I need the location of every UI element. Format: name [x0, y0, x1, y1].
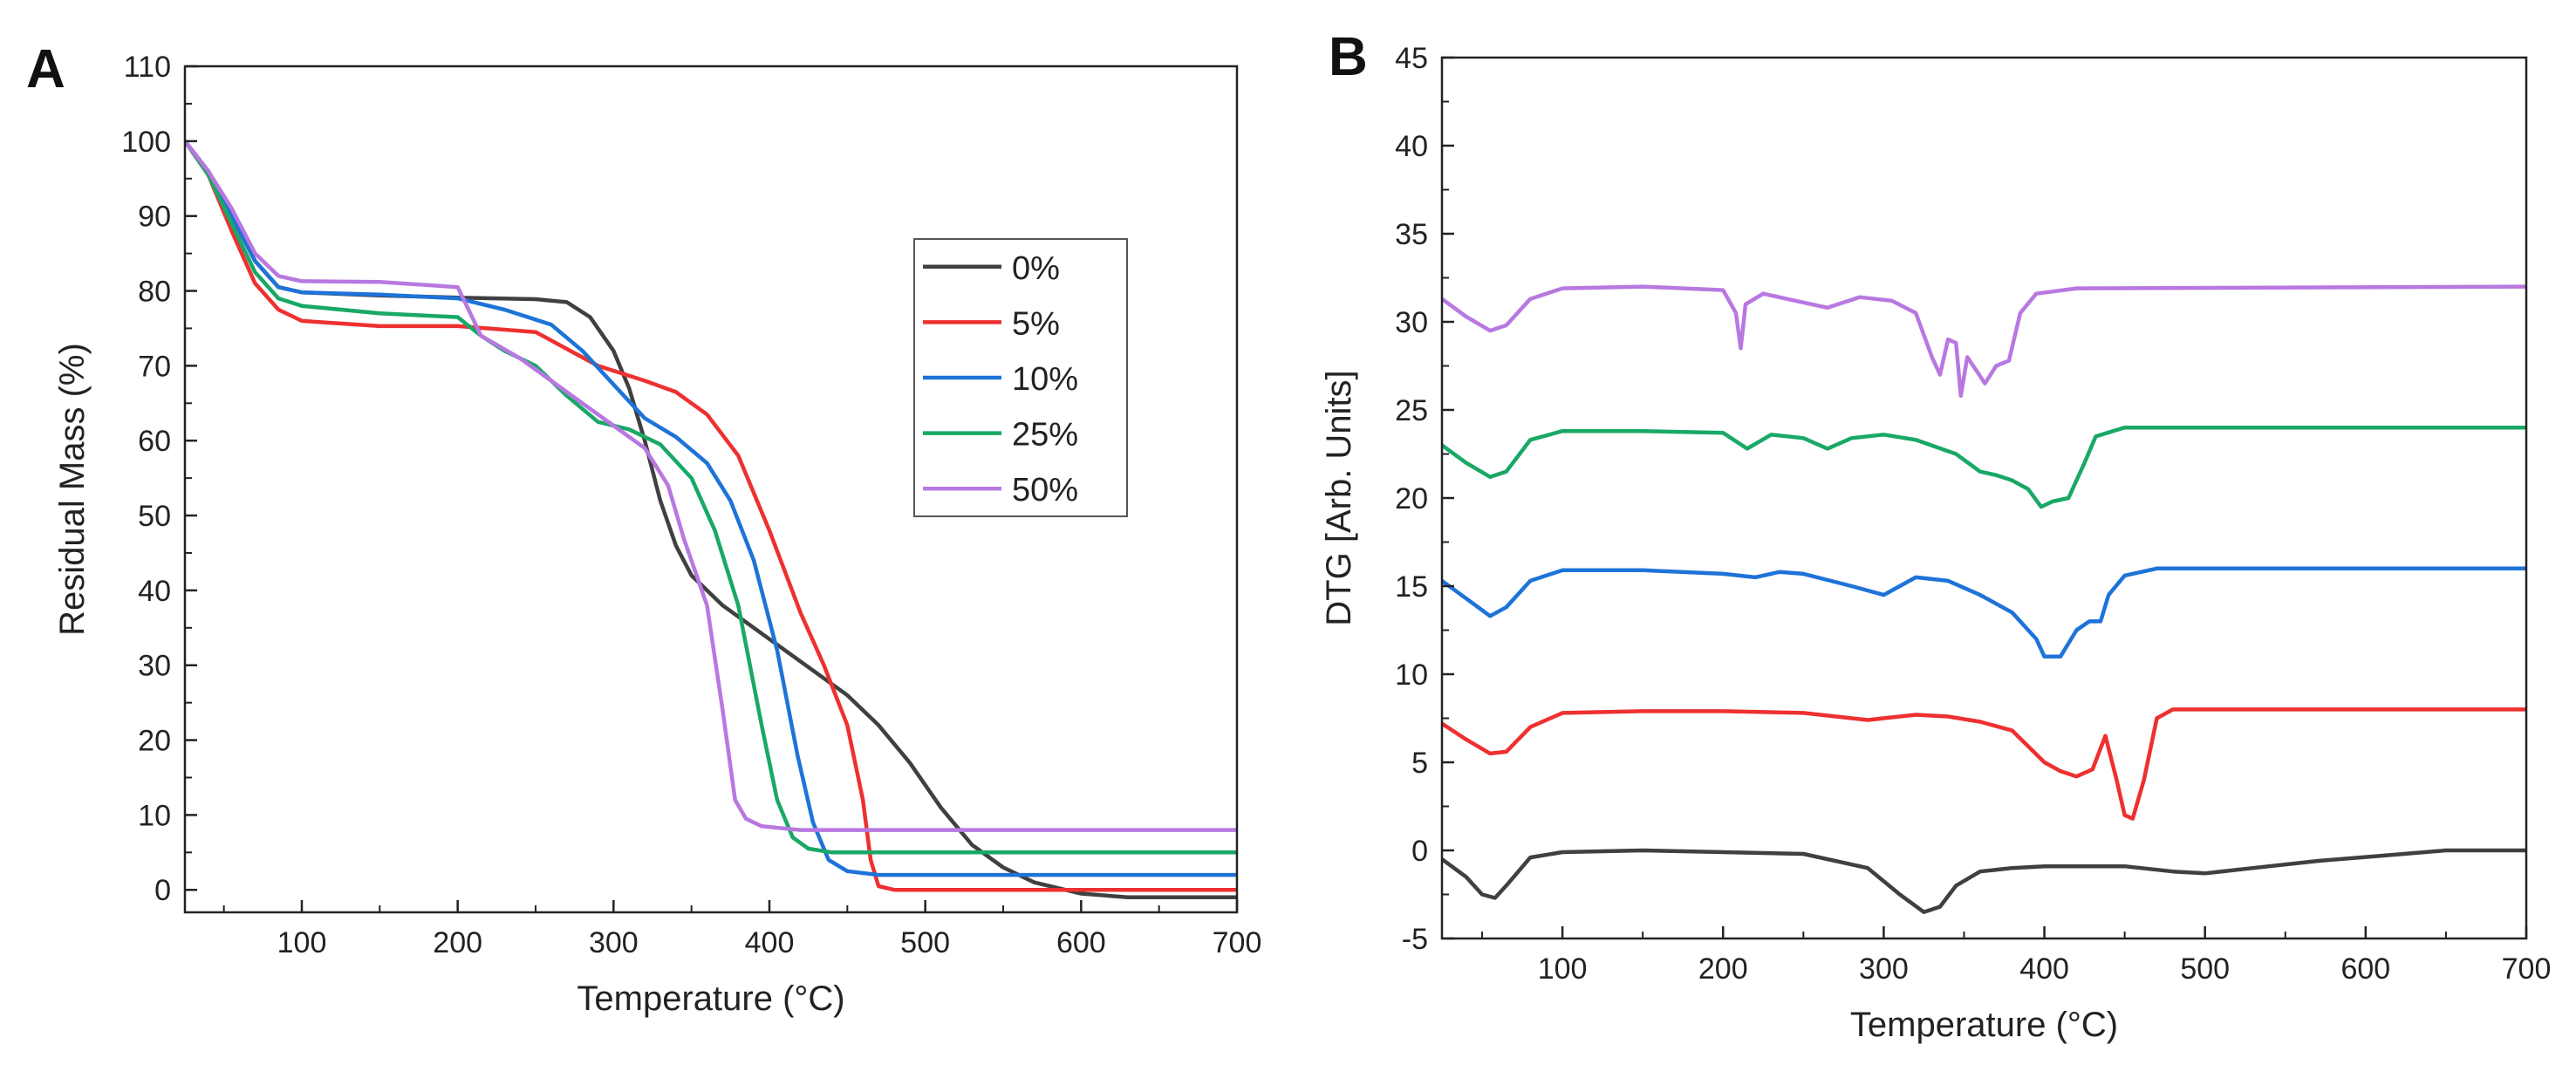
panel-a-x-tick-label: 100 — [277, 926, 327, 959]
panel-b-series-5pct — [1442, 707, 2526, 821]
legend-label: 0% — [1012, 250, 1060, 287]
panel-b-y-tick-label: 25 — [1395, 394, 1428, 427]
panel-b-x-axis-label: Temperature (°C) — [1850, 1006, 2118, 1044]
panel-b-y-tick-label: 15 — [1395, 570, 1428, 604]
panel-a-series-5pct — [185, 140, 1237, 892]
panel-b-series-25pct — [1442, 425, 2526, 509]
panel-b-y-tick-label: 20 — [1395, 482, 1428, 515]
panel-a-y-axis-label: Residual Mass (%) — [53, 343, 92, 636]
panel-b-y-tick-label: -5 — [1402, 923, 1428, 956]
legend-label: 25% — [1012, 417, 1078, 454]
panel-b-y-axis-label: DTG [Arb. Units] — [1320, 370, 1358, 625]
panel-b-y-tick-label: 0 — [1411, 835, 1428, 868]
panel-a-x-tick-label: 700 — [1213, 926, 1262, 959]
panel-b-x-tick-label: 700 — [2502, 952, 2552, 986]
panel-a-y-tick-label: 50 — [138, 500, 171, 533]
panel-a-x-tick-label: 500 — [900, 926, 950, 959]
panel-a-y-tick-label: 110 — [124, 51, 171, 84]
panel-b-y-tick-label: 10 — [1395, 659, 1428, 692]
panel-b-y-tick-label: 5 — [1411, 747, 1428, 780]
legend-label: 50% — [1012, 472, 1078, 508]
panel-a-legend: 0% 5% 10% 25% 50% — [913, 238, 1128, 517]
panel-a-y-tick-label: 30 — [138, 650, 171, 683]
panel-b-series-50pct — [1442, 284, 2526, 399]
panel-b-x-tick-label: 500 — [2180, 952, 2230, 986]
panel-a-x-tick-label: 600 — [1056, 926, 1106, 959]
panel-a-x-tick-label: 200 — [433, 926, 482, 959]
panel-a-y-tick-label: 70 — [138, 350, 171, 383]
panel-b-series-10pct — [1442, 566, 2526, 659]
panel-b-y-tick-label: 30 — [1395, 306, 1428, 339]
panel-a-plot-frame — [183, 65, 1239, 914]
panel-b-label: B — [1329, 27, 1368, 87]
panel-a-y-tick-label: 80 — [138, 276, 171, 309]
panel-a: A 100 200 300 400 500 600 700 0 10 20 30 40 50 60 70 80 9… — [26, 39, 1261, 1018]
panel-a-y-tick-label: 60 — [138, 425, 171, 458]
panel-a-y-tick-label: 100 — [121, 126, 171, 159]
panel-b-y-tick-label: 45 — [1395, 42, 1428, 75]
legend-label: 10% — [1012, 361, 1078, 398]
panel-b-y-tick-label: 35 — [1395, 218, 1428, 251]
panel-b-x-tick-label: 400 — [2019, 952, 2069, 986]
panel-a-series-50pct — [185, 140, 1237, 832]
legend-label: 5% — [1012, 305, 1060, 342]
panel-a-label: A — [26, 39, 65, 99]
panel-a-x-tick-label: 300 — [589, 926, 639, 959]
panel-b-x-tick-label: 200 — [1698, 952, 1748, 986]
panel-b-series-0pct — [1442, 848, 2526, 914]
panel-b: B 100 200 300 400 500 600 700 -5 0 5 10 15 20 25 30 35 40… — [1320, 27, 2551, 1044]
panel-a-y-tick-label: 90 — [138, 201, 171, 234]
panel-a-y-tick-label: 10 — [138, 799, 171, 832]
panel-a-y-tick-label: 40 — [138, 575, 171, 608]
panel-b-x-tick-label: 300 — [1859, 952, 1909, 986]
panel-b-x-tick-label: 100 — [1538, 952, 1588, 986]
panel-a-series-25pct — [185, 140, 1237, 855]
panel-b-plot-frame — [1440, 56, 2528, 940]
panel-b-y-tick-label: 40 — [1395, 130, 1428, 163]
panel-a-y-tick-label: 20 — [138, 725, 171, 758]
panel-a-x-axis-label: Temperature (°C) — [577, 979, 844, 1018]
panel-b-x-tick-label: 600 — [2340, 952, 2390, 986]
panel-a-x-tick-label: 400 — [745, 926, 795, 959]
panel-a-y-tick-label: 0 — [154, 874, 171, 907]
